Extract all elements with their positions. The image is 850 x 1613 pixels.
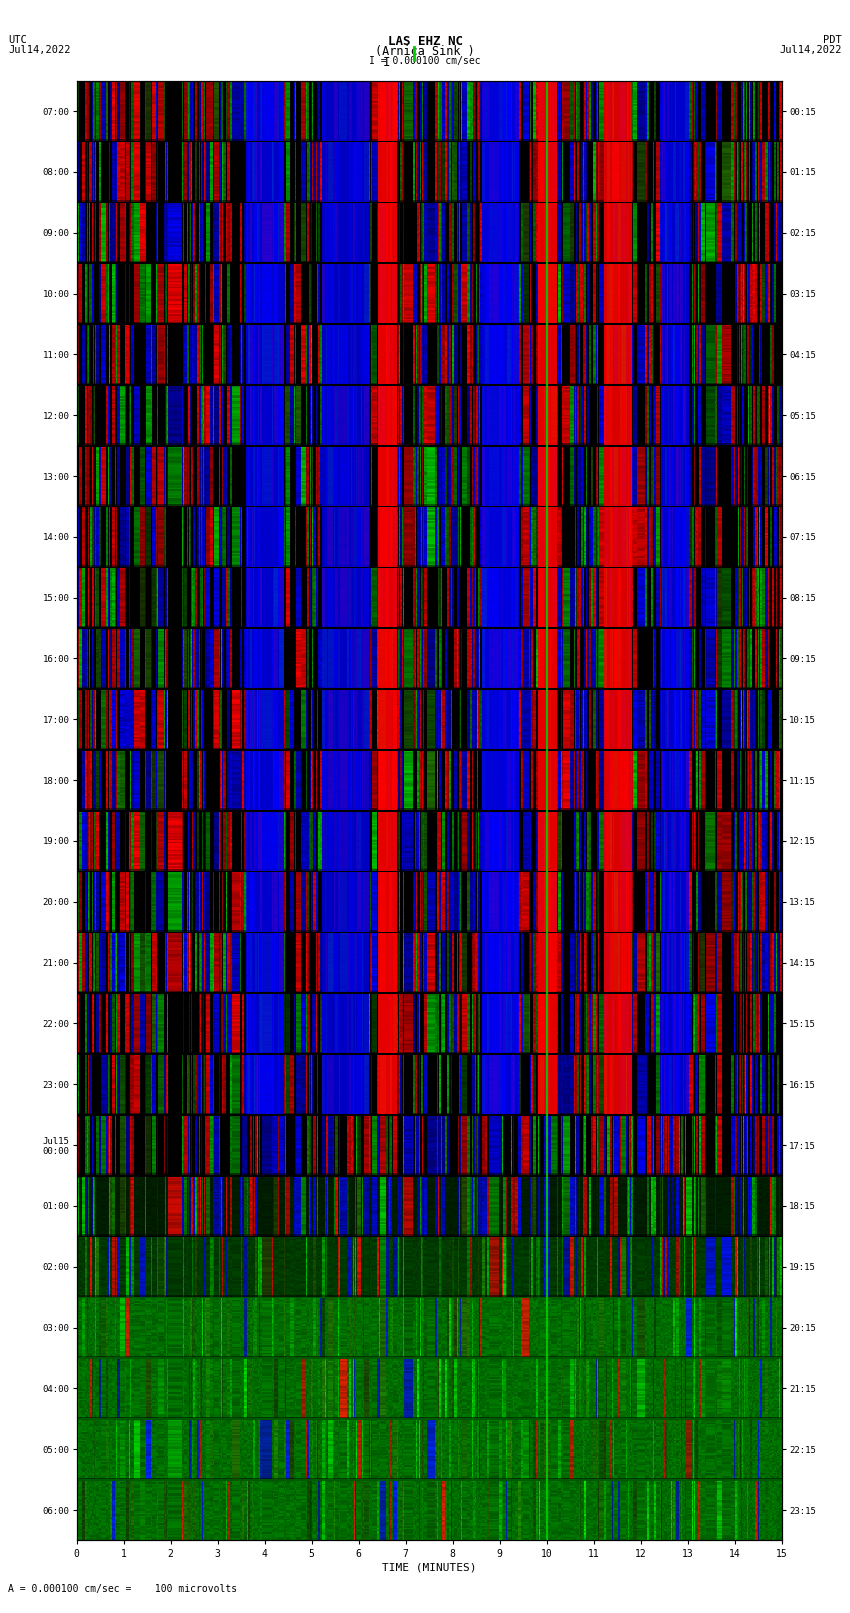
Text: Jul14,2022: Jul14,2022 [8,45,71,55]
Text: (Arnica Sink ): (Arnica Sink ) [375,45,475,58]
Text: Jul14,2022: Jul14,2022 [779,45,842,55]
Text: I = 0.000100 cm/sec: I = 0.000100 cm/sec [369,56,481,66]
Text: UTC: UTC [8,35,27,45]
X-axis label: TIME (MINUTES): TIME (MINUTES) [382,1563,477,1573]
Text: A = 0.000100 cm/sec =    100 microvolts: A = 0.000100 cm/sec = 100 microvolts [8,1584,238,1594]
Text: I: I [383,56,390,69]
Text: PDT: PDT [823,35,842,45]
Text: LAS EHZ NC: LAS EHZ NC [388,35,462,48]
